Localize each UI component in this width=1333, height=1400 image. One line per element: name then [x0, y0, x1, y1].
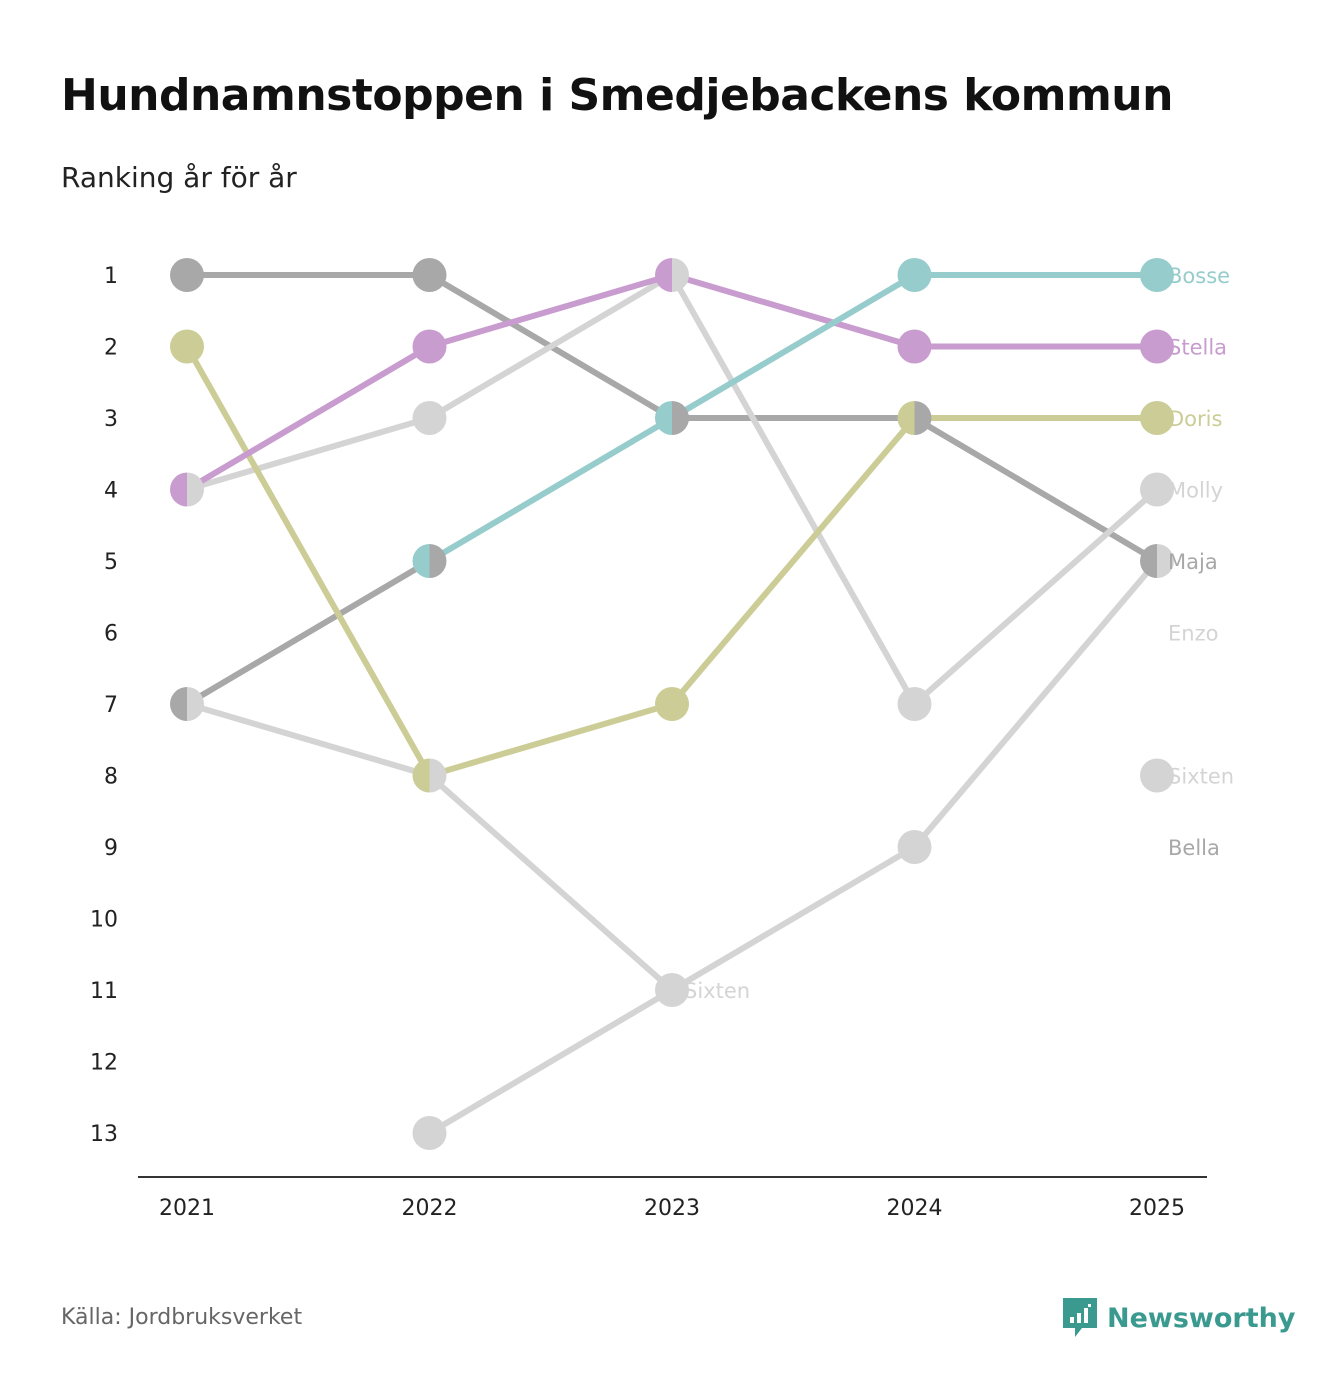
marker-doris-2021 — [170, 329, 204, 364]
marker-doris-maja-2024-left — [897, 401, 915, 435]
marker-bosse-bella-2022-right — [429, 544, 447, 578]
marker-sixten-2025 — [1140, 758, 1174, 793]
marker-molly-2022 — [412, 401, 447, 435]
series-line-stella — [184, 343, 433, 493]
marker-doris-2025 — [1140, 401, 1174, 435]
y-tick-label: 13 — [90, 1122, 118, 1147]
y-tick-label: 7 — [104, 693, 118, 718]
series-line-molly — [184, 415, 433, 493]
marker-bosse-2024 — [897, 258, 932, 292]
series-line-doris — [184, 343, 433, 779]
y-tick-label: 6 — [104, 622, 118, 647]
marker-maja-enzo-2025-right — [1157, 544, 1174, 578]
y-tick-label: 9 — [104, 836, 118, 861]
marker-doris-sixten-2022-left — [412, 758, 430, 793]
series-label-bella: Bella — [1168, 836, 1220, 860]
marker-doris-sixten-2022-right — [429, 758, 447, 793]
x-tick-label: 2024 — [887, 1196, 943, 1221]
series-line-molly — [426, 272, 675, 421]
marker-maja-enzo-2025-left — [1140, 544, 1157, 578]
marker-stella-molly-2023-right — [672, 258, 689, 292]
series-line-enzo — [426, 987, 675, 1136]
series-line-sixten — [184, 701, 433, 779]
series-line-bosse — [426, 415, 675, 564]
marker-molly-2024 — [897, 687, 932, 721]
marker-stella-molly-2021-right — [187, 472, 204, 507]
marker-stella-molly-2023-left — [655, 258, 672, 292]
marker-stella-2024 — [897, 329, 932, 364]
marker-bosse-maja-2023-right — [672, 401, 689, 435]
marker-doris-maja-2024-right — [914, 401, 932, 435]
series-line-bella — [184, 558, 433, 707]
marker-bosse-maja-2023-left — [655, 401, 672, 435]
series-label-enzo: Enzo — [1168, 622, 1218, 646]
y-tick-label: 10 — [90, 908, 118, 933]
marker-enzo-2024 — [897, 830, 932, 864]
series-label-bosse: Bosse — [1168, 264, 1230, 288]
y-tick-label: 3 — [104, 407, 118, 432]
y-tick-label: 2 — [104, 336, 118, 361]
x-tick-label: 2022 — [402, 1196, 458, 1221]
series-label-doris: Doris — [1168, 407, 1222, 431]
series-line-stella — [426, 272, 675, 350]
series-line-maja — [911, 415, 1160, 564]
series-line-stella — [669, 272, 918, 350]
marker-bella-sixten-2021-right — [187, 687, 204, 721]
x-tick-label: 2023 — [644, 1196, 700, 1221]
y-tick-label: 8 — [104, 765, 118, 790]
page-subtitle: Ranking år för år — [61, 161, 297, 194]
brand[interactable]: Newsworthy — [1063, 1298, 1295, 1338]
marker-stella-2022 — [412, 329, 447, 364]
series-label-stella: Stella — [1168, 336, 1227, 360]
series-label-maja: Maja — [1168, 550, 1218, 574]
series-line-bosse — [669, 272, 918, 421]
marker-bosse-2025 — [1140, 258, 1174, 292]
marker-bosse-bella-2022-left — [412, 544, 430, 578]
series-line-enzo — [911, 558, 1160, 850]
annotation-label: Sixten — [684, 979, 750, 1003]
series-line-doris — [426, 701, 675, 779]
series-label-sixten: Sixten — [1168, 765, 1234, 789]
marker-stella-2025 — [1140, 329, 1174, 364]
y-tick-label: 11 — [90, 979, 118, 1004]
series-line-molly — [911, 486, 1160, 707]
marker-molly-2025 — [1140, 472, 1174, 507]
marker-doris-2023 — [655, 687, 689, 721]
series-line-molly — [669, 272, 918, 707]
x-tick-label: 2021 — [159, 1196, 215, 1221]
y-tick-label: 4 — [104, 479, 118, 504]
series-label-molly: Molly — [1168, 479, 1223, 503]
series-line-doris — [669, 415, 918, 707]
y-tick-label: 5 — [104, 550, 118, 575]
y-tick-label: 1 — [104, 264, 118, 289]
marker-enzo-sixten-2023 — [655, 973, 689, 1007]
newsworthy-logo-icon — [1063, 1298, 1097, 1337]
marker-maja-2021 — [170, 258, 204, 292]
series-line-sixten — [426, 772, 675, 993]
marker-enzo-2022 — [412, 1116, 447, 1150]
source-note: Källa: Jordbruksverket — [61, 1305, 303, 1330]
x-tick-label: 2025 — [1129, 1196, 1185, 1221]
brand-name: Newsworthy — [1107, 1302, 1296, 1334]
marker-maja-2022 — [412, 258, 447, 292]
marker-stella-molly-2021-left — [170, 472, 187, 507]
page-title: Hundnamnstoppen i Smedjebackens kommun — [61, 70, 1173, 121]
marker-bella-sixten-2021-left — [170, 687, 187, 721]
series-line-enzo — [669, 844, 918, 993]
y-tick-label: 12 — [90, 1051, 118, 1076]
